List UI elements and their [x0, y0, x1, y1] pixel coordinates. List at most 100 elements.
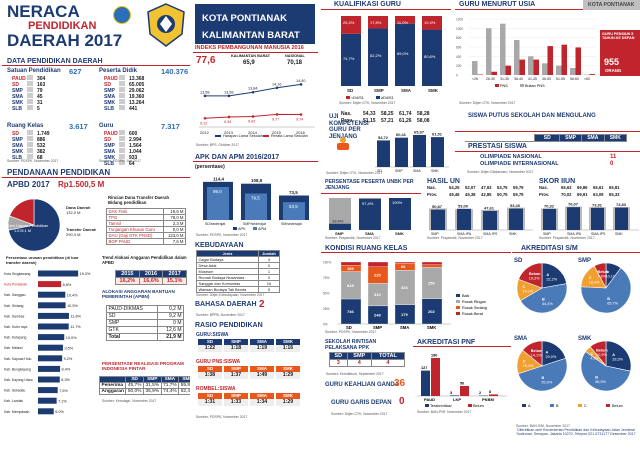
- legend-swatch: [263, 135, 269, 137]
- bar-value-label: 74,83: [616, 202, 627, 207]
- guru-row-label: SD: [104, 137, 111, 143]
- peserta-row-value: 441: [129, 106, 138, 112]
- nas-value: 58,25: [381, 111, 394, 117]
- kondisi-value: 818: [347, 283, 354, 288]
- legend-swatch: [456, 294, 460, 297]
- guru-arrow-icon: [119, 154, 125, 159]
- peserta-arrow-icon: [119, 105, 125, 110]
- ruang-row-label: SLB: [12, 155, 22, 161]
- satuan-arrow-icon: [27, 99, 33, 104]
- table-row: SMP 0 M: [105, 319, 184, 327]
- trend-table: 2015 2016 2017 16,2% 16,6% 15,1%: [115, 270, 187, 285]
- section-title: PRESTASI SISWA: [468, 143, 527, 150]
- apk-label: 108,9: [251, 178, 263, 183]
- legend-swatch: [550, 404, 554, 407]
- rasio-head: SD: [198, 366, 222, 372]
- prestasi-section: PRESTASI SISWA Sumber: Ditjen Dikdasmen,…: [455, 142, 640, 176]
- ipm-line-chart: 2012 13,58 9,12 2013 13,58 9,34 2014 13,84 9,42 2…: [199, 79, 315, 138]
- pie-value: 14,1%: [531, 353, 542, 357]
- nas-value: 65,61: [593, 185, 604, 190]
- bahasa-value: 2: [259, 299, 265, 310]
- kab-value: 11,8%: [70, 315, 81, 319]
- category-label: SMP: [431, 232, 439, 236]
- satuan-arrow-icon: [27, 75, 33, 80]
- source-note: Sumber: Ditjen GTK, November 2017: [326, 171, 383, 175]
- nasional-value: 70,18: [287, 60, 303, 66]
- pie-value: 44,4%: [542, 302, 553, 306]
- apk-label: 114,4: [213, 176, 225, 181]
- bar: [377, 140, 390, 167]
- bukan-pns-bar: [542, 63, 548, 75]
- category-label: SMP: [374, 88, 384, 93]
- pie-label: Belum: [597, 270, 609, 274]
- prov-value: 45,38: [465, 192, 476, 197]
- satuan-row-label: SD: [12, 82, 19, 88]
- table-cell: 16,6%: [138, 277, 164, 285]
- category-label: SMK: [428, 88, 439, 93]
- keahlian-title: GURU KEAHLIAN GANDA: [325, 382, 399, 388]
- rasio-head: SMP: [224, 366, 248, 372]
- peserta-row-value: 65.005: [129, 82, 145, 88]
- kab-label: Kab. Sekadau: [4, 389, 25, 393]
- below-label: 25,3%: [343, 20, 355, 25]
- ruang-row-label: SD: [12, 131, 19, 137]
- category-label: 51-55: [556, 77, 565, 81]
- rasio-value: 1:29: [276, 372, 300, 379]
- kondisi-value: 746: [347, 309, 354, 314]
- ruang-row-value: 532: [37, 143, 46, 149]
- pie-slice: [518, 262, 543, 289]
- prov-value: 51,15: [363, 118, 376, 124]
- pie-value: 20,0%: [546, 355, 557, 359]
- pie-value: 4,3%: [590, 357, 599, 361]
- kab-label: Kab. Melawi: [4, 346, 23, 350]
- rata-point: [275, 113, 279, 116]
- usia-bar-chart: 0 200 400 600 800 1000 1200 <26 26-30 31-35 36-40 4…: [456, 18, 597, 88]
- table-cell: Anggaran: [98, 388, 127, 395]
- category-label: SMA IPA: [567, 232, 582, 236]
- category-label: PAUD: [424, 397, 435, 402]
- unbk-bar: [329, 223, 351, 230]
- nas-value: 65,81: [609, 185, 620, 190]
- data-pendidikan-section: DATA PENDIDIKAN DAERAH Satuan Pendidikan…: [2, 57, 190, 165]
- kab-bar: [38, 270, 79, 277]
- peserta-row-label: SMP: [104, 88, 115, 94]
- harapan-label: 14,16: [272, 82, 282, 86]
- kondisi-value: 179: [401, 312, 408, 317]
- legend-swatch: [456, 312, 460, 315]
- unbk-bar-chart: 19,4% SMP 97,4% SMA 100% SMK: [329, 198, 411, 236]
- harapan-point: [275, 86, 279, 90]
- kab-bar: [38, 323, 69, 330]
- nas-label: Nas.: [539, 185, 548, 190]
- section-title: AKREDITASI PNF: [417, 339, 476, 346]
- realisasi-title: PERSENTASE REALISASI PROGRAM INDONESIA P…: [102, 361, 184, 372]
- source-note: Sumber: Ditjen GTK, November 2017: [331, 412, 388, 416]
- pendanaan-section: PENDANAAN PENDIDIKAN APBD 2017 Rp1.500,5…: [2, 167, 190, 453]
- kab-label: Kota Singkawang: [4, 272, 31, 276]
- kab-bar: [38, 291, 66, 298]
- kab-label: Kab. Ketapang: [4, 336, 27, 340]
- pie-slice: [522, 340, 543, 367]
- rasio-value: 1:34: [250, 399, 274, 406]
- kab-label: Kab. Sintang: [4, 304, 24, 308]
- guru-row-label: SMK: [104, 155, 116, 161]
- pie-label: B: [607, 297, 610, 301]
- kebudayaan-section: KEBUDAYAAN Jenis Jumlah Cagar Budaya 4 Desa …: [193, 242, 283, 298]
- table-cell: 9,2 M: [157, 312, 184, 320]
- source-note: Sumber: Kemdikbud, September 2017: [326, 372, 384, 376]
- legend-label: Rusak Ringan: [462, 300, 486, 304]
- kebudayaan-table: Jenis Jumlah Cagar Budaya 4 Desa Adat 0 Museum…: [196, 250, 281, 293]
- kondisi-value: 323: [401, 285, 408, 290]
- footer-note: Diterbitkan oleh Kementerian Pendidikan …: [516, 428, 636, 437]
- guru-row-value: 2.994: [129, 137, 142, 143]
- bar-value-label: 76,07: [568, 202, 579, 207]
- pie-value-transfer: 290,3 M: [66, 232, 80, 237]
- ruang-label: Ruang Kelas: [7, 123, 44, 129]
- y-tick-label: 200: [456, 64, 462, 68]
- prestasi-value: 0: [610, 161, 614, 167]
- rata-point: [251, 115, 255, 118]
- below-bar: [341, 16, 361, 34]
- rata-point: [299, 113, 303, 116]
- bukan-pns-bar: [514, 40, 520, 75]
- above-label: 82,2%: [370, 53, 382, 58]
